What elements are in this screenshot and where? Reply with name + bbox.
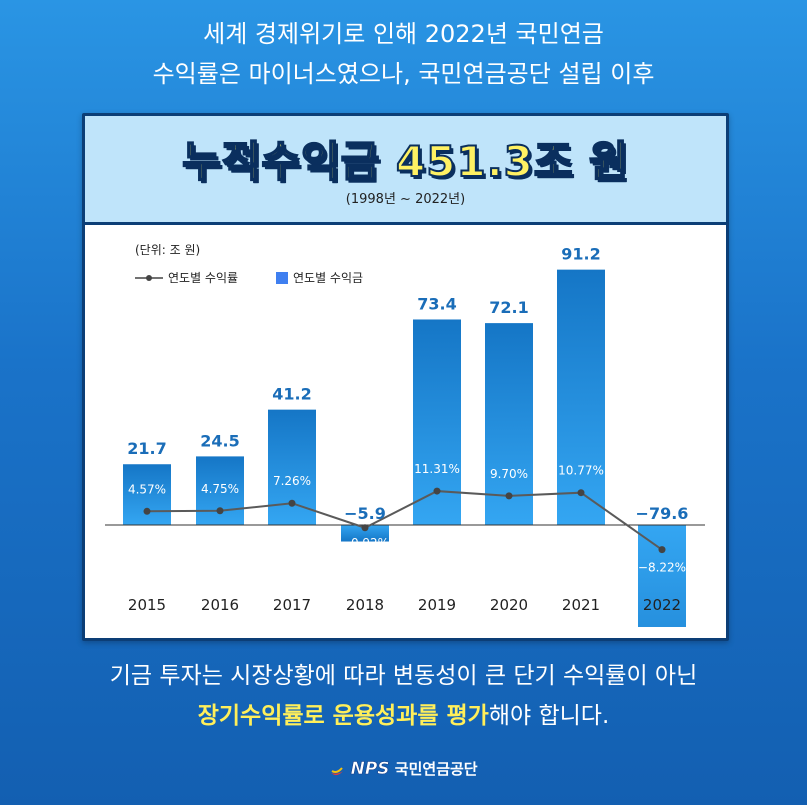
return-rate-point-2020: [505, 492, 513, 500]
return-rate-point-2016: [216, 507, 224, 515]
return-rate-point-2018: [361, 524, 369, 532]
x-tick-label-2019: 2019: [418, 596, 456, 614]
return-rate-point-2021: [577, 489, 585, 497]
return-rate-label-2022: −8.22%: [638, 561, 686, 575]
return-rate-point-2017: [288, 499, 296, 507]
logo-name: 국민연금공단: [394, 760, 478, 778]
bar-value-label-2021: 91.2: [561, 245, 600, 264]
bar-2021: [557, 269, 605, 525]
logo-nps-text: NPS: [350, 759, 390, 780]
footer-line-2: 장기수익률로 운용성과를 평가해야 합니다.: [0, 696, 807, 736]
banner-title: 누적수익금 451.3조 원: [181, 136, 629, 187]
bar-2020: [485, 323, 533, 525]
bar-value-label-2016: 24.5: [200, 431, 239, 450]
legend: 연도별 수익률 연도별 수익금: [135, 271, 363, 285]
x-tick-label-2015: 2015: [128, 596, 166, 614]
return-rate-label-2020: 9.70%: [490, 467, 528, 481]
banner-subtitle: (1998년 ~ 2022년): [345, 192, 466, 207]
nps-logo: NPS 국민연금공단: [0, 758, 807, 779]
return-rate-label-2021: 10.77%: [558, 464, 604, 478]
x-tick-label-2021: 2021: [562, 596, 600, 614]
return-rate-label-2017: 7.26%: [273, 474, 311, 488]
chart-panel: 누적수익금 451.3조 원 (1998년 ~ 2022년) (단위: 조 원)…: [82, 113, 729, 748]
return-rate-label-2019: 11.31%: [414, 462, 460, 476]
x-tick-label-2017: 2017: [273, 596, 311, 614]
return-rate-point-2019: [433, 487, 441, 495]
labels: 21.7 2015 24.5 2016 41.2 2017 −5.9 2018 73.4 2019…: [127, 245, 688, 614]
x-tick-label-2022: 2022: [643, 596, 681, 614]
header: 세계 경제위기로 인해 2022년 국민연금 수익률은 마이너스였으나, 국민연…: [0, 14, 807, 94]
chart-area: (단위: 조 원) 연도별 수익률 연도별 수익금 21.7 2015 24.5 20…: [97, 237, 713, 748]
legend-line-marker: [146, 275, 152, 281]
return-rate-point-2022: [658, 546, 666, 554]
legend-bar-label: 연도별 수익금: [293, 271, 363, 285]
banner: 누적수익금 451.3조 원 (1998년 ~ 2022년): [85, 116, 726, 225]
nps-swoosh-icon: [331, 766, 344, 775]
bar-value-label-2020: 72.1: [489, 298, 528, 317]
bar-2015: [123, 464, 171, 525]
bar-value-label-2019: 73.4: [417, 294, 456, 313]
return-rate-label-2015: 4.57%: [128, 482, 166, 496]
return-rate-point-2015: [143, 507, 151, 515]
footer-highlight: 장기수익률로 운용성과를 평가: [197, 703, 489, 729]
legend-bar-swatch: [276, 272, 288, 284]
bar-value-label-2018: −5.9: [344, 504, 386, 523]
bar-value-label-2022: −79.6: [636, 504, 689, 523]
footer-line-2-rest: 해야 합니다.: [488, 703, 610, 729]
header-line-1: 세계 경제위기로 인해 2022년 국민연금: [203, 20, 604, 48]
bar-2018: [341, 525, 389, 542]
bar-value-label-2017: 41.2: [272, 385, 311, 404]
x-tick-label-2016: 2016: [201, 596, 239, 614]
footer-line-1: 기금 투자는 시장상황에 따라 변동성이 큰 단기 수익률이 아닌: [109, 663, 698, 689]
bar-value-label-2015: 21.7: [127, 439, 166, 458]
bar-2017: [268, 409, 316, 525]
return-rate-polyline: [146, 490, 663, 551]
bar-line-chart: (단위: 조 원) 연도별 수익률 연도별 수익금 21.7 2015 24.5 20…: [105, 243, 705, 748]
unit-label: (단위: 조 원): [135, 243, 200, 257]
return-rate-label-2018: −0.92%: [341, 536, 389, 550]
return-rate-label-2016: 4.75%: [201, 482, 239, 496]
return-rate-line: [143, 487, 666, 554]
x-tick-label-2018: 2018: [346, 596, 384, 614]
header-line-2: 수익률은 마이너스였으나, 국민연금공단 설립 이후: [152, 60, 655, 88]
legend-line-label: 연도별 수익률: [168, 271, 238, 285]
x-tick-label-2020: 2020: [490, 596, 528, 614]
footer: 기금 투자는 시장상황에 따라 변동성이 큰 단기 수익률이 아닌 장기수익률로…: [0, 656, 807, 736]
